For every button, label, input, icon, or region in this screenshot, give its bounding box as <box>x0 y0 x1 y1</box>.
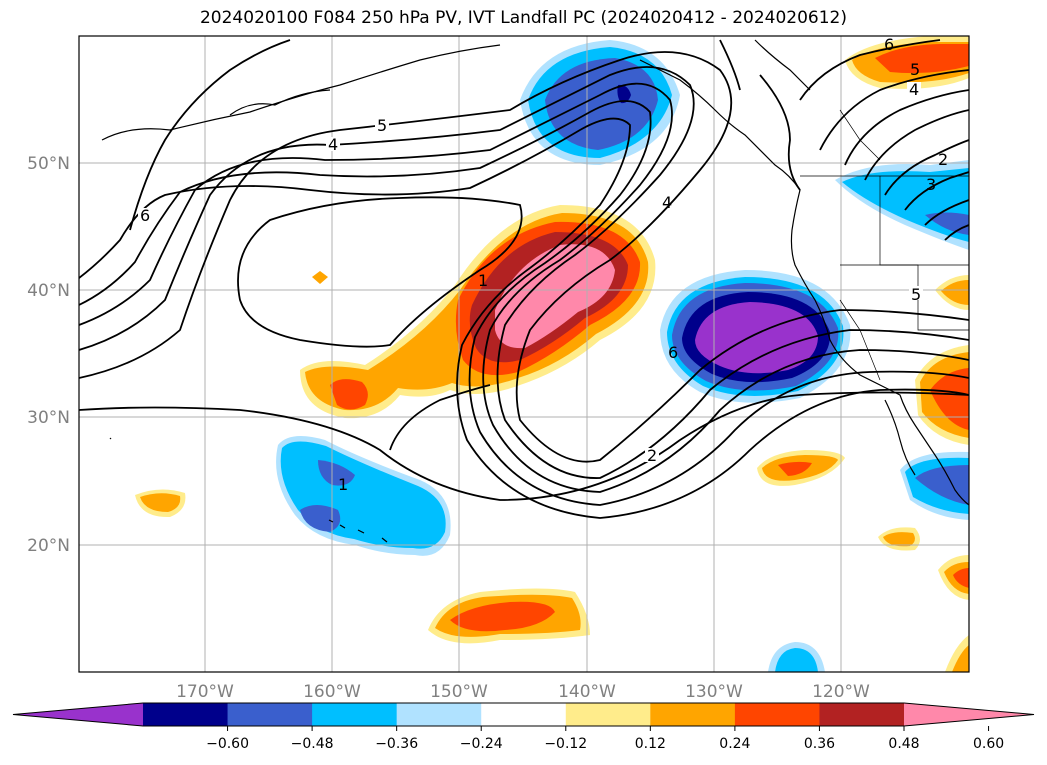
svg-text:1: 1 <box>478 271 488 290</box>
lon-label: 140°W <box>558 682 616 702</box>
colorbar-segment <box>312 703 398 726</box>
colorbar: −0.60 −0.48 −0.36 −0.24 −0.12 0.12 0.24 0.36 0.4… <box>12 702 1035 752</box>
svg-text:2: 2 <box>938 150 948 169</box>
lat-label: 40°N <box>27 281 70 301</box>
colorbar-extension-right <box>904 703 1034 726</box>
svg-text:3: 3 <box>926 175 936 194</box>
colorbar-segment <box>565 703 651 726</box>
colorbar-segment <box>396 703 482 726</box>
colorbar-segment <box>819 703 905 726</box>
colorbar-label: 0.48 <box>888 736 919 752</box>
lon-label: 130°W <box>685 682 743 702</box>
plot-border <box>78 35 970 673</box>
colorbar-label: −0.48 <box>291 736 334 752</box>
lon-label: 120°W <box>812 682 870 702</box>
colorbar-label: 0.60 <box>973 736 1004 752</box>
colorbar-extension-left <box>13 703 143 726</box>
colorbar-label: −0.12 <box>544 736 587 752</box>
map-title: 2024020100 F084 250 hPa PV, IVT Landfall… <box>199 8 847 28</box>
colorbar-segment <box>143 703 229 726</box>
svg-text:6: 6 <box>884 35 894 54</box>
latitude-labels: 50°N 40°N 30°N 20°N <box>27 154 70 556</box>
pv-contours <box>79 39 969 519</box>
svg-text:6: 6 <box>668 343 678 362</box>
colorbar-segment <box>227 703 313 726</box>
gridlines <box>79 36 969 672</box>
colorbar-segment <box>734 703 820 726</box>
coastlines <box>101 39 969 543</box>
colorbar-label: 0.24 <box>719 736 750 752</box>
svg-text:1: 1 <box>338 475 348 494</box>
svg-text:6: 6 <box>140 206 150 225</box>
colorbar-segment <box>650 703 736 726</box>
svg-text:5: 5 <box>377 116 387 135</box>
colorbar-segment <box>481 703 567 726</box>
svg-text:4: 4 <box>909 80 919 99</box>
svg-text:2: 2 <box>647 446 657 465</box>
contour-labels: 5 4 6 1 4 6 2 1 6 5 4 2 3 5 <box>138 35 948 494</box>
colorbar-label: −0.24 <box>460 736 503 752</box>
longitude-labels: 170°W 160°W 150°W 140°W 130°W 120°W <box>176 682 870 702</box>
svg-text:5: 5 <box>911 285 921 304</box>
lat-label: 30°N <box>27 408 70 428</box>
svg-text:4: 4 <box>328 135 338 154</box>
lat-label: 50°N <box>27 154 70 174</box>
lat-label: 20°N <box>27 536 70 556</box>
colorbar-label: −0.60 <box>206 736 249 752</box>
lon-label: 160°W <box>303 682 361 702</box>
colorbar-outline <box>12 702 1035 727</box>
lon-label: 150°W <box>430 682 488 702</box>
colorbar-label: 0.12 <box>635 736 666 752</box>
svg-text:5: 5 <box>910 60 920 79</box>
colorbar-label: 0.36 <box>804 736 835 752</box>
colorbar-label: −0.36 <box>375 736 418 752</box>
svg-text:4: 4 <box>662 193 672 212</box>
lon-label: 170°W <box>176 682 234 702</box>
